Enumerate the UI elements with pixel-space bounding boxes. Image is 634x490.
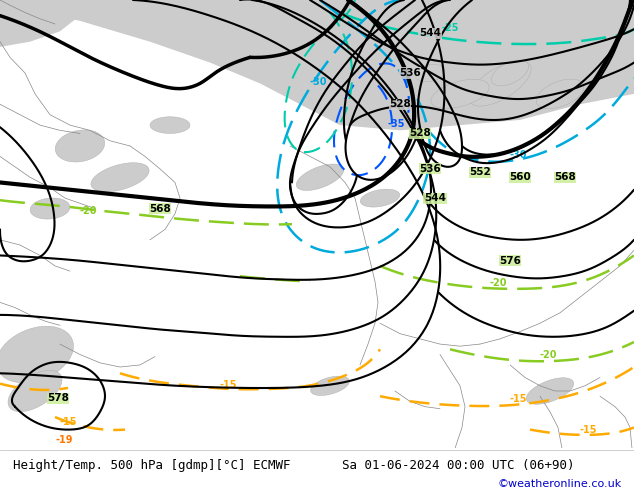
Text: -19: -19 [55,435,72,445]
Polygon shape [91,163,149,192]
Polygon shape [30,198,70,219]
Text: Sa 01-06-2024 00:00 UTC (06+90): Sa 01-06-2024 00:00 UTC (06+90) [342,459,575,472]
Text: -30: -30 [310,77,328,88]
Text: -15: -15 [60,417,77,427]
Text: -30: -30 [510,150,527,161]
Text: 528: 528 [389,99,411,109]
Text: -20: -20 [540,350,557,360]
Text: -20: -20 [80,206,98,216]
Text: 568: 568 [554,172,576,182]
Text: 536: 536 [399,68,421,78]
Polygon shape [8,370,62,412]
Polygon shape [526,378,574,404]
Polygon shape [431,79,489,108]
Text: 544: 544 [419,28,441,38]
Text: 544: 544 [424,193,446,203]
Text: 568: 568 [149,203,171,214]
Text: -15: -15 [510,394,527,404]
Polygon shape [311,376,349,395]
Text: 560: 560 [509,172,531,182]
Polygon shape [55,130,105,162]
Polygon shape [296,164,344,191]
Polygon shape [0,0,80,47]
Text: 578: 578 [47,393,69,403]
Text: 528: 528 [409,128,431,139]
Polygon shape [360,189,399,207]
Text: 552: 552 [469,167,491,177]
Polygon shape [415,64,445,82]
Polygon shape [536,79,584,109]
Polygon shape [150,117,190,133]
Polygon shape [0,326,74,383]
Text: -15: -15 [580,425,597,435]
Text: -20: -20 [490,278,507,288]
Text: 576: 576 [499,256,521,266]
Text: Height/Temp. 500 hPa [gdmp][°C] ECMWF: Height/Temp. 500 hPa [gdmp][°C] ECMWF [13,459,290,472]
Text: ©weatheronline.co.uk: ©weatheronline.co.uk [497,479,621,489]
Polygon shape [0,0,634,130]
Text: -15: -15 [220,380,238,390]
Text: -25: -25 [441,24,459,33]
Polygon shape [469,61,531,106]
Text: -35: -35 [388,119,406,129]
Text: 536: 536 [419,164,441,174]
Polygon shape [491,60,529,86]
